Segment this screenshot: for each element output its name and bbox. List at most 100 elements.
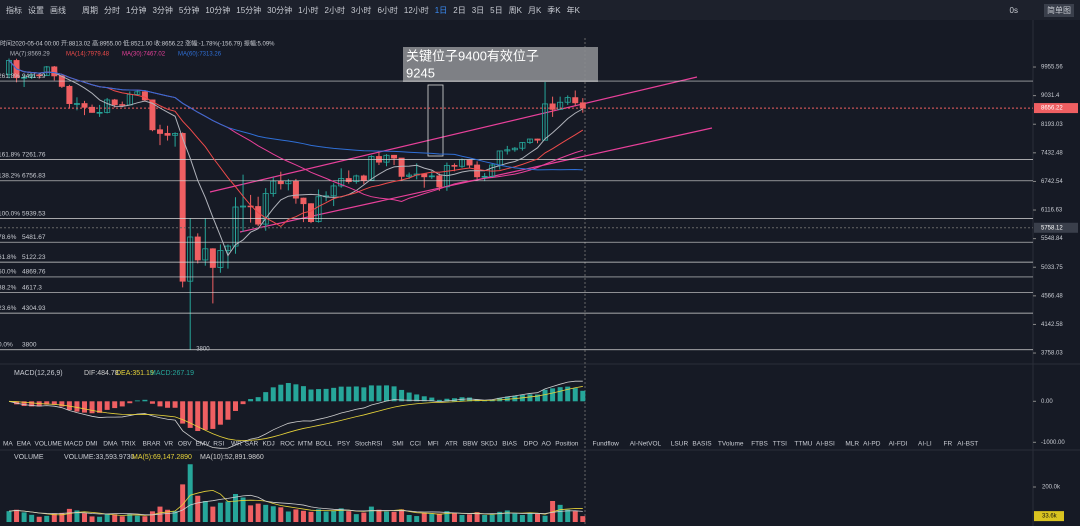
ma-info: MA(14):7979.48 [66,52,110,58]
indicator-tab[interactable]: BBW [463,441,479,448]
period-button[interactable]: 15分钟 [236,5,262,15]
volume-bar [51,513,57,522]
period-button[interactable]: 分时 [104,5,120,15]
volume-bar [233,494,238,522]
indicator-tab[interactable]: EMV [196,441,211,448]
indicator-tab[interactable]: OBV [178,441,192,448]
tool-button[interactable]: 指标 [6,5,22,15]
indicator-tab[interactable]: MACD [64,441,83,448]
indicator-tab[interactable]: BOLL [316,441,333,448]
period-button[interactable]: 1小时 [298,5,319,15]
candle-body [557,101,564,110]
period-button[interactable]: 年K [566,5,580,15]
macd-bar [285,383,291,402]
indicator-tab[interactable]: VR [164,441,173,448]
volume-bar [331,510,337,522]
macd-bar [535,394,540,402]
period-button[interactable]: 周期 [82,5,98,15]
period-button[interactable]: 5日 [490,5,503,15]
indicator-tab[interactable]: AI-FDI [889,441,908,448]
indicator-tab[interactable]: MLR [845,441,859,448]
indicator-tab[interactable]: CCI [410,441,421,448]
indicator-tab[interactable]: Fundflow [593,441,620,448]
indicator-tab[interactable]: SKDJ [481,441,498,448]
indicator-tab[interactable]: AI-BST [957,441,978,448]
indicator-tab[interactable]: EMA [17,441,32,448]
period-button[interactable]: 1日 [434,5,448,15]
indicator-tab[interactable]: AI-LI [918,441,932,448]
indicator-tab[interactable]: TTSI [773,441,787,448]
indicator-tab[interactable]: KDJ [263,441,275,448]
period-button[interactable]: 1分钟 [126,5,147,15]
dif-line [8,380,583,449]
last-volume: 33.6k [1042,514,1058,520]
indicator-tab[interactable]: BASIS [692,441,712,448]
candle-body [194,236,201,261]
indicator-tab[interactable]: TVolume [718,441,744,448]
indicator-tab[interactable]: DMA [103,441,118,448]
indicator-tab[interactable]: FTBS [751,441,768,448]
period-button[interactable]: 月K [527,5,542,15]
volume-bar [353,514,359,522]
indicator-tab[interactable]: PSY [337,441,351,448]
indicator-tab[interactable]: DPO [524,441,538,448]
volume-bar [300,510,306,522]
tool-button[interactable]: 画线 [50,5,66,15]
indicator-tab[interactable]: MFI [428,441,439,448]
indicator-tab[interactable]: BRAR [143,441,161,448]
period-button[interactable]: 10分钟 [205,5,231,15]
volume-tick-label: 200.0k [1042,485,1061,491]
period-button[interactable]: 6小时 [377,5,398,15]
candle-body [519,142,526,149]
y-tick-label: 9031.4 [1041,93,1060,99]
indicator-tab[interactable]: ATR [445,441,458,448]
candle-body [217,250,224,268]
indicator-tab[interactable]: AO [542,441,551,448]
last-price: 8656.22 [1041,106,1063,112]
period-button[interactable]: 3分钟 [152,5,173,15]
volume-bar [391,511,397,522]
indicator-tab[interactable]: VOLUME [35,441,63,448]
period-button[interactable]: 3日 [471,5,485,15]
indicator-tab[interactable]: MA [3,441,13,448]
period-button[interactable]: 12小时 [403,5,429,15]
volume-bar [504,510,510,522]
indicator-tab[interactable]: AI-BSI [816,441,835,448]
indicator-tab[interactable]: Position [555,441,579,448]
fib-price: 4617.3 [22,284,42,291]
indicator-tab[interactable]: SAR [245,441,259,448]
mode-button[interactable]: 简单图 [1044,3,1074,17]
timer[interactable]: 0s [1009,5,1018,15]
period-button[interactable]: 周K [508,5,522,15]
indicator-tab[interactable]: TTMU [794,441,812,448]
period-button[interactable]: 30分钟 [267,5,293,15]
indicator-tab[interactable]: MTM [298,441,313,448]
volume-bar [489,514,495,522]
indicator-tab[interactable]: DMI [86,441,98,448]
period-button[interactable]: 3小时 [350,5,372,15]
macd-bar [323,388,329,402]
period-button[interactable]: 5分钟 [178,5,200,15]
indicator-tab[interactable]: StochRSI [355,441,383,448]
volume-bar [112,514,118,522]
tool-button[interactable]: 设置 [28,5,44,15]
indicator-tab[interactable]: AI-NetVOL [630,441,662,448]
indicator-tab[interactable]: AI-PD [863,441,881,448]
volume-bar [361,512,367,522]
indicator-tab[interactable]: ROC [280,441,295,448]
period-button[interactable]: 2小时 [324,5,345,15]
indicator-tab[interactable]: TRIX [121,441,136,448]
indicator-tab[interactable]: WR [231,441,242,448]
fib-level: 100.0% [0,210,20,217]
period-button[interactable]: 季K [547,5,561,15]
period-button[interactable]: 2日 [453,5,466,15]
indicator-tab[interactable]: BIAS [502,441,517,448]
indicator-tab[interactable]: LSUR [671,441,689,448]
indicator-tab[interactable]: SMI [392,441,404,448]
indicator-tab[interactable]: FR [944,441,953,448]
indicator-tab[interactable]: RSI [213,441,224,448]
macd-bar [429,397,435,402]
volume-bar [165,509,171,522]
candle-body [202,248,209,261]
macd-bar [157,401,163,407]
